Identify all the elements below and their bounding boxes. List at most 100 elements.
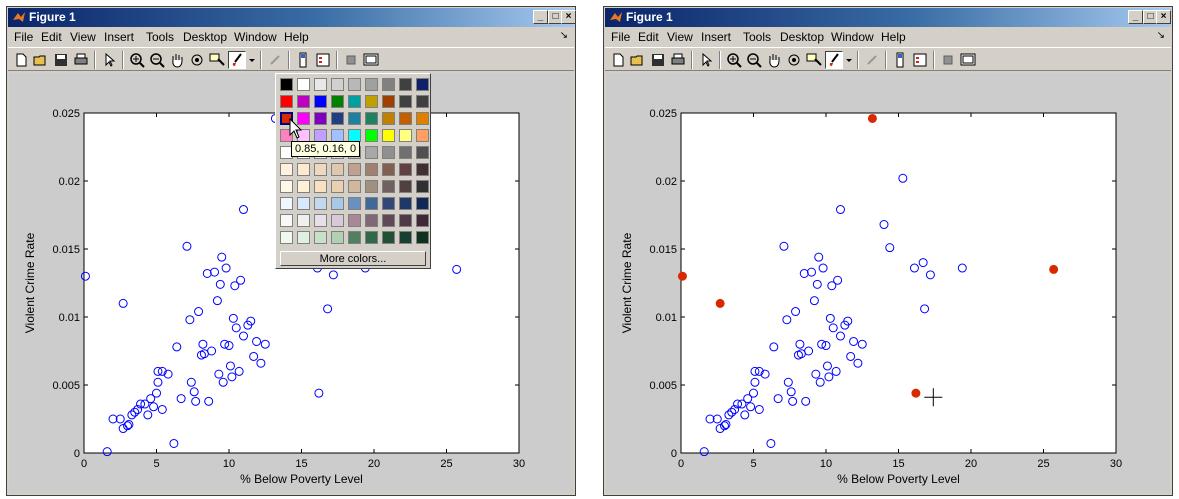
brush-icon[interactable] xyxy=(825,51,843,69)
data-point[interactable] xyxy=(898,173,908,183)
menu-window[interactable]: Window xyxy=(234,30,277,44)
color-swatch[interactable] xyxy=(399,197,412,210)
pan-hand-icon[interactable] xyxy=(765,51,783,69)
data-point[interactable] xyxy=(818,263,828,273)
data-point[interactable] xyxy=(783,377,793,387)
data-point[interactable] xyxy=(157,366,167,376)
color-swatch[interactable] xyxy=(314,78,327,91)
menu-view[interactable]: View xyxy=(667,30,693,44)
data-point[interactable] xyxy=(754,366,764,376)
color-swatch[interactable] xyxy=(348,163,361,176)
color-swatch[interactable] xyxy=(280,163,293,176)
color-swatch[interactable] xyxy=(280,231,293,244)
menu-insert[interactable]: Insert xyxy=(104,30,135,44)
print-icon[interactable] xyxy=(72,51,90,69)
color-swatch[interactable] xyxy=(297,112,310,125)
data-point[interactable] xyxy=(925,270,935,280)
data-point[interactable] xyxy=(699,447,709,457)
data-point[interactable] xyxy=(799,268,809,278)
color-swatch[interactable] xyxy=(348,180,361,193)
brushed-data-point[interactable] xyxy=(715,298,725,308)
color-swatch[interactable] xyxy=(416,197,429,210)
color-swatch[interactable] xyxy=(416,214,429,227)
data-point[interactable] xyxy=(212,296,222,306)
data-point[interactable] xyxy=(149,402,159,412)
color-swatch[interactable] xyxy=(399,129,412,142)
data-point[interactable] xyxy=(754,404,764,414)
data-point[interactable] xyxy=(807,267,816,277)
data-point[interactable] xyxy=(822,361,832,371)
data-point[interactable] xyxy=(153,377,163,387)
data-point[interactable] xyxy=(102,447,112,457)
color-swatch[interactable] xyxy=(348,112,361,125)
data-point[interactable] xyxy=(786,387,796,397)
minimize-button[interactable]: _ xyxy=(1128,10,1143,24)
data-point[interactable] xyxy=(843,316,853,326)
data-point[interactable] xyxy=(885,243,895,253)
data-point[interactable] xyxy=(230,281,240,291)
legend-icon[interactable] xyxy=(911,51,929,69)
color-swatch[interactable] xyxy=(416,231,429,244)
data-point[interactable] xyxy=(746,402,756,412)
data-point[interactable] xyxy=(811,369,821,379)
data-point[interactable] xyxy=(202,268,212,278)
data-point[interactable] xyxy=(323,304,333,314)
data-point[interactable] xyxy=(815,377,825,387)
data-point[interactable] xyxy=(766,438,776,448)
color-swatch[interactable] xyxy=(348,95,361,108)
data-point[interactable] xyxy=(221,263,231,273)
color-swatch[interactable] xyxy=(399,112,412,125)
color-swatch[interactable] xyxy=(365,129,378,142)
color-swatch[interactable] xyxy=(280,214,293,227)
color-swatch[interactable] xyxy=(416,146,429,159)
color-swatch[interactable] xyxy=(365,231,378,244)
menu-edit[interactable]: Edit xyxy=(41,30,62,44)
color-swatch[interactable] xyxy=(365,95,378,108)
data-point[interactable] xyxy=(239,205,248,215)
data-point[interactable] xyxy=(194,307,204,317)
open-file-icon[interactable] xyxy=(629,51,647,69)
data-point[interactable] xyxy=(225,361,235,371)
color-swatch[interactable] xyxy=(365,78,378,91)
data-point[interactable] xyxy=(182,241,192,251)
data-point[interactable] xyxy=(814,252,824,262)
color-swatch[interactable] xyxy=(348,231,361,244)
color-swatch[interactable] xyxy=(331,214,344,227)
data-point[interactable] xyxy=(146,394,156,404)
data-point[interactable] xyxy=(795,339,805,349)
menu-tools[interactable]: Tools xyxy=(743,30,772,44)
color-swatch[interactable] xyxy=(399,231,412,244)
data-point[interactable] xyxy=(220,339,230,349)
zoom-in-icon[interactable] xyxy=(128,51,146,69)
color-swatch[interactable] xyxy=(399,180,412,193)
data-point[interactable] xyxy=(720,421,729,431)
color-swatch[interactable] xyxy=(416,112,429,125)
color-swatch[interactable] xyxy=(365,146,378,159)
data-point[interactable] xyxy=(176,394,186,404)
color-swatch[interactable] xyxy=(382,163,395,176)
color-swatch[interactable] xyxy=(416,129,429,142)
menu-insert[interactable]: Insert xyxy=(701,30,732,44)
data-point[interactable] xyxy=(136,399,146,409)
data-point[interactable] xyxy=(133,404,143,414)
title-bar[interactable]: Figure 1 _ □ × xyxy=(8,8,576,27)
data-point[interactable] xyxy=(80,271,90,281)
data-point[interactable] xyxy=(127,410,137,420)
color-swatch[interactable] xyxy=(297,214,310,227)
color-swatch[interactable] xyxy=(297,163,310,176)
data-point[interactable] xyxy=(152,388,161,398)
menu-window[interactable]: Window xyxy=(831,30,874,44)
data-point[interactable] xyxy=(879,220,889,230)
rotate-3d-icon[interactable] xyxy=(188,51,206,69)
data-point[interactable] xyxy=(740,410,750,420)
color-swatch[interactable] xyxy=(331,197,344,210)
data-point[interactable] xyxy=(207,346,217,356)
color-swatch[interactable] xyxy=(314,231,327,244)
show-plot-tools-icon[interactable] xyxy=(959,51,977,69)
data-point[interactable] xyxy=(246,316,256,326)
color-swatch[interactable] xyxy=(314,180,327,193)
color-swatch[interactable] xyxy=(348,78,361,91)
data-point[interactable] xyxy=(705,414,715,424)
menu-dock-arrow-icon[interactable]: ↘ xyxy=(559,30,568,41)
color-swatch[interactable] xyxy=(331,78,344,91)
